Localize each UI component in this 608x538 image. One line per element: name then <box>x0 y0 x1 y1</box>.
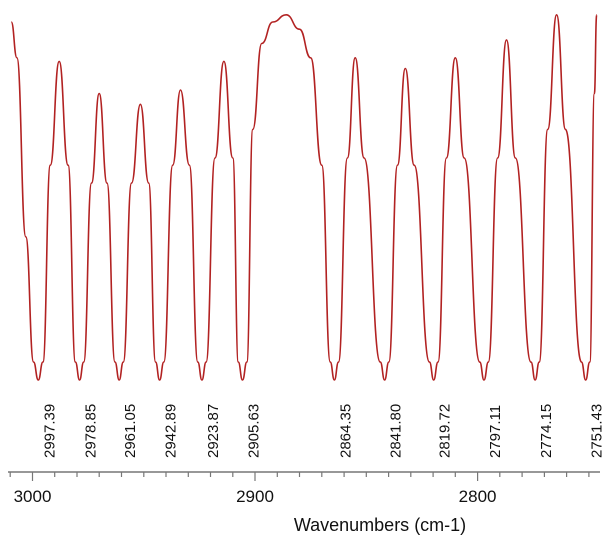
x-tick-label-2: 2800 <box>459 487 497 506</box>
peak-label-4: 2923.87 <box>205 404 222 458</box>
peak-label-0: 2997.39 <box>41 404 58 458</box>
peak-label-2: 2961.05 <box>122 404 139 458</box>
peak-label-layer: 2997.39 2978.85 2961.05 2942.89 2923.87 2905.… <box>41 404 605 458</box>
spectrum-line-0 <box>10 14 598 381</box>
x-tick-label-1: 2900 <box>236 487 274 506</box>
peak-label-11: 2751.43 <box>589 404 606 458</box>
curve-layer <box>10 14 598 381</box>
x-tick-layer: 3000 2900 2800 <box>9 472 590 506</box>
peak-label-3: 2942.89 <box>163 404 180 458</box>
peak-label-8: 2819.72 <box>437 404 454 458</box>
peak-label-1: 2978.85 <box>83 404 100 458</box>
peak-label-6: 2864.35 <box>337 404 354 458</box>
x-axis-title: Wavenumbers (cm-1) <box>294 515 466 535</box>
x-tick-label-0: 3000 <box>14 487 52 506</box>
peak-label-9: 2797.11 <box>487 405 504 458</box>
peak-label-5: 2905.63 <box>246 404 263 458</box>
peak-label-7: 2841.80 <box>388 404 405 458</box>
peak-label-10: 2774.15 <box>538 404 555 458</box>
